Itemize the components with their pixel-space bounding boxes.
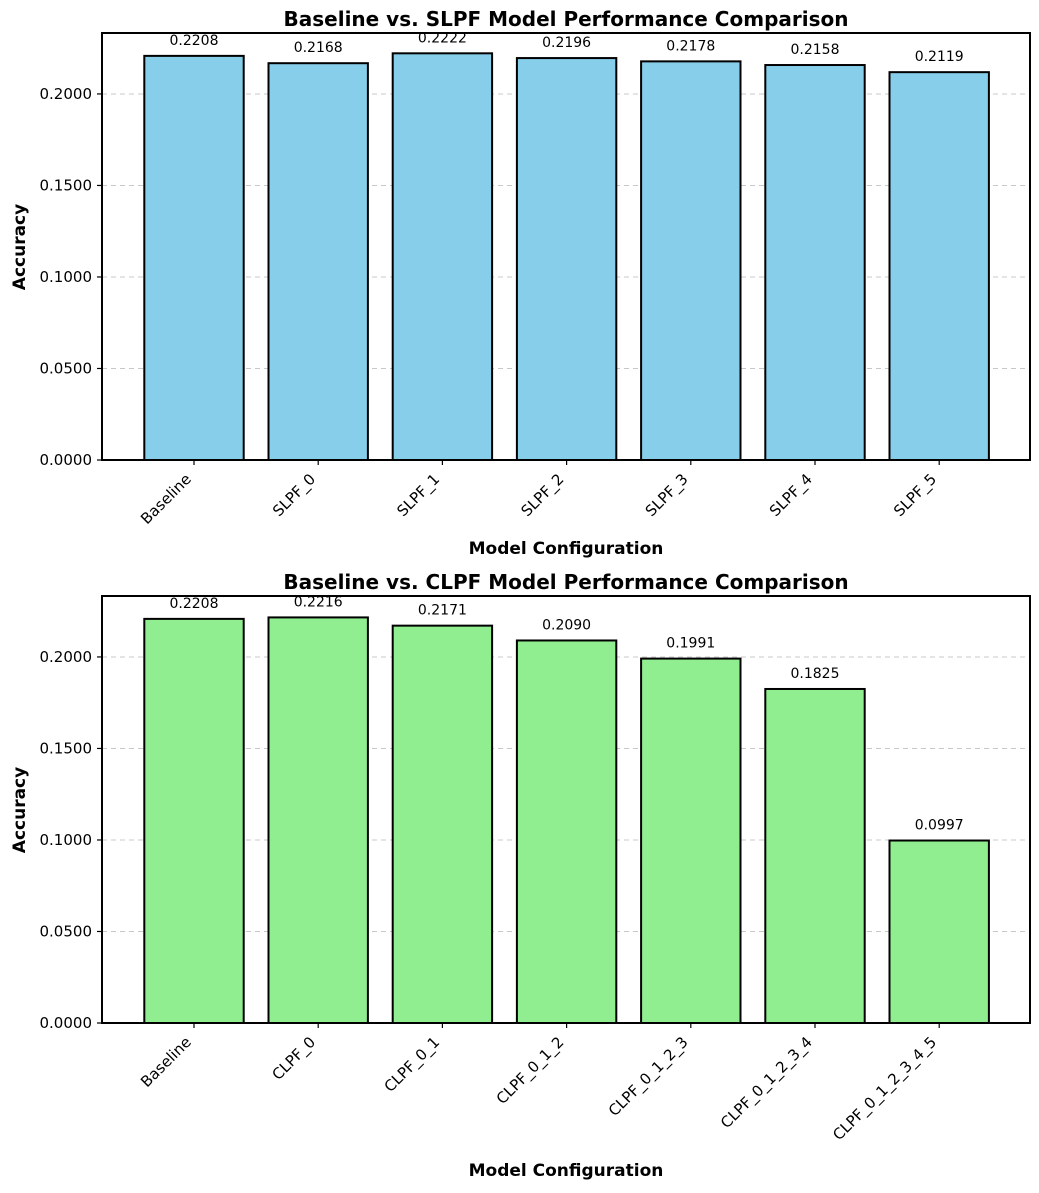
plot-frame <box>101 595 1031 1024</box>
y-tick-label: 0.1000 <box>40 268 93 286</box>
bar-value-label: 0.2090 <box>542 617 591 633</box>
bar-value-label: 0.2158 <box>791 42 840 58</box>
x-axis-label: Model Configuration <box>469 1161 664 1181</box>
x-tick-label: Baseline <box>137 470 195 528</box>
y-tick-label: 0.2000 <box>40 85 93 103</box>
y-tick-label: 0.0000 <box>40 1014 93 1032</box>
x-tick-label: SLPF_3 <box>642 470 693 521</box>
y-tick-label: 0.1500 <box>40 176 93 194</box>
x-tick-label: SLPF_4 <box>766 470 817 521</box>
bar-slpf_0 <box>267 62 369 462</box>
y-tick-label: 0.0000 <box>40 451 93 469</box>
x-axis-label: Model Configuration <box>469 539 664 559</box>
bar-clpf_0_1_2 <box>515 639 618 1024</box>
bar-baseline <box>143 617 245 1025</box>
x-tick-label: CLPF_0_1_2_3_4_5 <box>829 1033 941 1145</box>
bar-value-label: 0.2119 <box>915 49 964 65</box>
bar-value-label: 0.2222 <box>418 30 467 46</box>
bar-clpf_0 <box>267 616 369 1024</box>
x-tick-label: SLPF_2 <box>518 470 569 521</box>
y-tick-label: 0.1000 <box>40 831 93 849</box>
x-tick-label: SLPF_5 <box>890 470 941 521</box>
bar-baseline <box>143 54 245 462</box>
x-tick-label: Baseline <box>137 1033 195 1091</box>
x-tick-label: CLPF_0 <box>268 1033 319 1084</box>
x-tick-label: CLPF_0_1_2_3_4 <box>717 1033 817 1133</box>
y-tick-label: 0.0500 <box>40 359 93 377</box>
slpf-chart: Baseline vs. SLPF Model Performance Comp… <box>10 7 1031 559</box>
bar-value-label: 0.2208 <box>170 33 219 49</box>
y-tick-label: 0.2000 <box>40 648 93 666</box>
y-tick-label: 0.0500 <box>40 922 93 940</box>
bar-value-label: 0.2208 <box>170 596 219 612</box>
bar-value-label: 0.2168 <box>294 40 343 56</box>
clpf-chart: Baseline vs. CLPF Model Performance Comp… <box>10 570 1031 1181</box>
x-tick-label: SLPF_1 <box>393 470 444 521</box>
bar-slpf_2 <box>515 57 618 461</box>
x-tick-label: CLPF_0_1 <box>381 1033 444 1096</box>
y-axis-label: Accuracy <box>10 204 30 290</box>
plot-frame <box>101 32 1031 461</box>
y-axis-label: Accuracy <box>10 767 30 853</box>
bar-clpf_0_1_2_3_4_5 <box>888 839 990 1025</box>
bar-clpf_0_1 <box>391 624 494 1024</box>
y-tick-label: 0.1500 <box>40 739 93 757</box>
bar-value-label: 0.1991 <box>666 636 715 652</box>
bar-value-label: 0.2216 <box>294 594 343 610</box>
bar-value-label: 0.2196 <box>542 35 591 51</box>
bar-slpf_1 <box>391 52 494 462</box>
bar-slpf_4 <box>764 64 866 462</box>
bar-clpf_0_1_2_3_4 <box>764 687 866 1024</box>
bar-value-label: 0.1825 <box>791 666 840 682</box>
bar-value-label: 0.2178 <box>666 38 715 54</box>
chart-title: Baseline vs. CLPF Model Performance Comp… <box>283 570 848 594</box>
bar-value-label: 0.2171 <box>418 603 467 619</box>
x-tick-label: SLPF_0 <box>269 470 320 521</box>
x-tick-label: CLPF_0_1_2 <box>493 1033 568 1108</box>
bar-slpf_5 <box>888 71 990 461</box>
bar-slpf_3 <box>640 60 742 462</box>
bar-value-label: 0.0997 <box>915 818 964 834</box>
bar-clpf_0_1_2_3 <box>640 657 742 1025</box>
chart-title: Baseline vs. SLPF Model Performance Comp… <box>284 7 849 31</box>
x-tick-label: CLPF_0_1_2_3 <box>605 1033 692 1120</box>
